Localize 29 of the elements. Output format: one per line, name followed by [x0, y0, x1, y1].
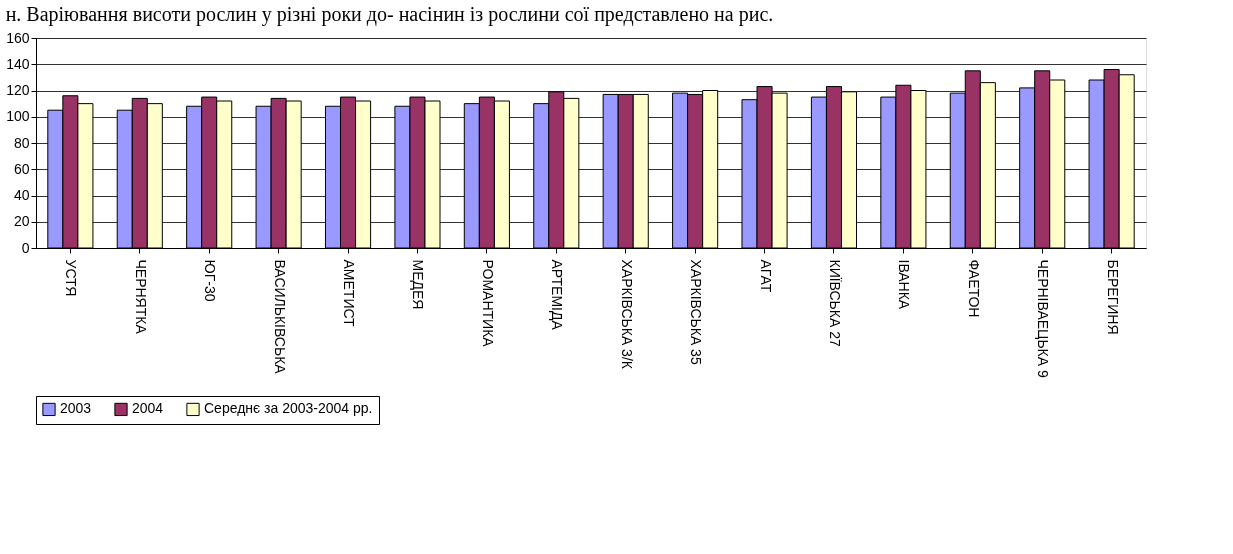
x-tick-label: ЧЕРНІВАЕЦЬКА 9 — [1035, 259, 1052, 378]
x-tick-label: ФАЕТОН — [965, 259, 982, 318]
legend-label: 2004 — [132, 400, 164, 417]
y-tick-label: 100 — [6, 108, 30, 125]
y-tick-label: 160 — [6, 29, 30, 46]
x-tick-label: ВАСИЛЬКІВСЬКА — [271, 259, 288, 375]
y-tick-label: 60 — [13, 160, 30, 177]
y-tick-label: 0 — [21, 239, 30, 256]
x-tick-label: ІВАНКА — [896, 259, 913, 310]
x-tick-label: ХАРКІВСЬКА 3/К — [618, 259, 635, 370]
y-tick-label: 40 — [13, 187, 30, 203]
y-tick-label: 140 — [6, 55, 30, 72]
x-tick-label: ЮГ-30 — [202, 259, 219, 302]
x-tick-label: АГАТ — [757, 259, 774, 293]
text: н. Варіювання висоти рослин у різні роки до- насінин із рослини сої представлено на рис. — [5, 3, 774, 25]
legend-label: Середнє за 2003-2004 рр. — [204, 400, 373, 417]
x-tick-label: УСТЯ — [63, 259, 80, 297]
x-tick-label: АМЕТИСТ — [341, 259, 358, 328]
x-tick-label: ЧЕРНЯТКА — [132, 259, 149, 335]
x-tick-label: КИЇВСЬКА 27 — [826, 259, 843, 347]
x-tick-label: БЕРЕГИНЯ — [1104, 259, 1121, 335]
y-tick-label: 80 — [13, 134, 30, 151]
y-tick-label: 120 — [6, 82, 30, 98]
y-tick-label: 20 — [13, 213, 30, 230]
legend-label: 2003 — [60, 400, 92, 417]
x-tick-label: ХАРКІВСЬКА 35 — [688, 259, 705, 365]
x-tick-label: АРТЕМІДА — [549, 259, 566, 331]
x-tick-label: РОМАНТИКА — [479, 259, 496, 348]
x-tick-label: МЕДЕЯ — [410, 259, 427, 310]
